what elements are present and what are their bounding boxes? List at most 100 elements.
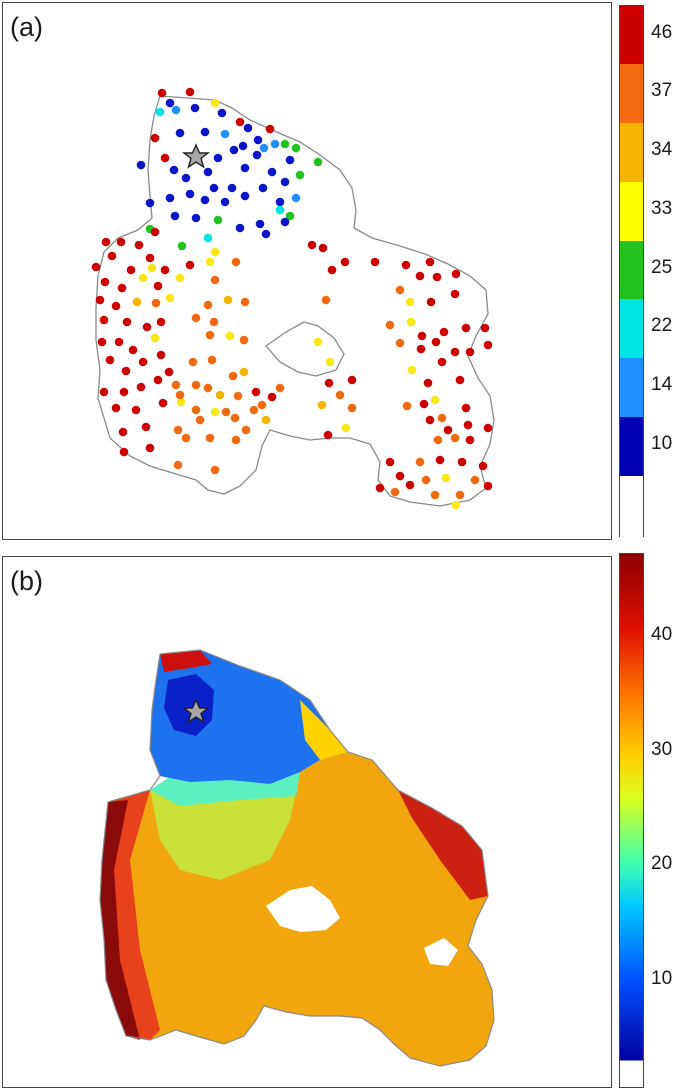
region-outline-a <box>95 95 495 507</box>
station-point-39 <box>145 198 155 208</box>
station-point-177 <box>431 337 441 347</box>
station-point-21 <box>270 139 280 149</box>
station-point-179 <box>465 347 475 357</box>
station-point-77 <box>132 297 142 307</box>
cbar-a-tick-10: 10 <box>651 433 673 454</box>
station-point-40 <box>165 193 175 203</box>
station-point-116 <box>225 331 235 341</box>
panel-b-map-frame <box>2 556 612 1088</box>
station-point-42 <box>220 197 230 207</box>
cbar-a-seg-22 <box>620 299 643 358</box>
station-point-128 <box>251 387 261 397</box>
station-point-197 <box>435 455 445 465</box>
station-point-73 <box>138 273 148 283</box>
station-point-63 <box>101 237 111 247</box>
station-point-49 <box>191 213 201 223</box>
station-point-193 <box>433 435 443 445</box>
station-point-170 <box>417 331 427 341</box>
station-point-64 <box>116 237 126 247</box>
station-point-166 <box>426 297 436 307</box>
station-point-91 <box>138 357 148 367</box>
cbar-b-tick-30: 30 <box>651 739 673 760</box>
station-point-169 <box>406 317 416 327</box>
station-point-83 <box>156 317 166 327</box>
station-point-59 <box>210 247 220 257</box>
cbar-a-tick-37: 37 <box>651 80 673 101</box>
station-point-74 <box>153 281 163 291</box>
station-point-165 <box>451 269 461 279</box>
station-point-171 <box>439 327 449 337</box>
station-point-53 <box>280 217 290 227</box>
station-point-99 <box>131 405 141 415</box>
station-point-34 <box>280 177 290 187</box>
station-point-189 <box>425 415 435 425</box>
station-point-139 <box>231 435 241 445</box>
station-point-208 <box>483 481 493 491</box>
station-point-109 <box>231 257 241 267</box>
station-point-200 <box>385 457 395 467</box>
station-point-108 <box>205 257 215 267</box>
station-point-192 <box>483 423 493 433</box>
station-point-151 <box>313 337 323 347</box>
station-point-111 <box>203 300 213 310</box>
station-point-119 <box>188 357 198 367</box>
cbar-a-seg-34 <box>620 123 643 182</box>
station-point-0 <box>157 88 167 98</box>
station-point-85 <box>114 337 124 347</box>
station-point-13 <box>313 157 323 167</box>
cbar-a-seg-46 <box>620 6 643 64</box>
station-point-154 <box>317 400 327 410</box>
station-point-132 <box>210 407 220 417</box>
station-point-78 <box>151 298 161 308</box>
station-point-168 <box>385 320 395 330</box>
station-point-65 <box>134 240 144 250</box>
station-point-93 <box>99 387 109 397</box>
station-point-210 <box>405 480 415 490</box>
station-point-190 <box>443 425 453 435</box>
station-point-16 <box>200 127 210 137</box>
station-point-20 <box>259 143 269 153</box>
station-point-19 <box>253 135 263 145</box>
station-point-44 <box>275 197 285 207</box>
station-point-143 <box>318 243 328 253</box>
station-point-153 <box>324 378 334 388</box>
station-point-11 <box>280 139 290 149</box>
station-point-10 <box>265 124 275 134</box>
station-point-176 <box>416 344 426 354</box>
cbar-b-tick-40: 40 <box>651 624 673 645</box>
station-point-148 <box>401 260 411 270</box>
colorbar-a <box>619 5 644 538</box>
station-point-182 <box>455 375 465 385</box>
station-point-206 <box>455 490 465 500</box>
station-point-118 <box>239 335 249 345</box>
station-point-2 <box>165 98 175 108</box>
station-point-191 <box>463 420 473 430</box>
cbar-a-seg-blank <box>620 476 643 538</box>
station-point-114 <box>191 313 201 323</box>
station-point-129 <box>257 400 267 410</box>
station-point-18 <box>238 141 248 151</box>
station-point-67 <box>107 251 117 261</box>
station-point-9 <box>243 123 253 133</box>
cbar-a-seg-37 <box>620 64 643 123</box>
station-point-101 <box>176 397 186 407</box>
station-point-95 <box>136 382 146 392</box>
station-point-52 <box>261 229 271 239</box>
station-point-161 <box>395 285 405 295</box>
station-point-140 <box>241 425 251 435</box>
station-point-134 <box>230 413 240 423</box>
station-point-82 <box>142 322 152 332</box>
station-point-141 <box>173 460 183 470</box>
station-point-3 <box>190 103 200 113</box>
station-point-164 <box>432 272 442 282</box>
station-point-76 <box>111 301 121 311</box>
station-point-122 <box>239 367 249 377</box>
station-point-172 <box>461 323 471 333</box>
station-point-66 <box>91 262 101 272</box>
station-point-80 <box>99 315 109 325</box>
station-point-142 <box>210 465 220 475</box>
station-point-175 <box>395 338 405 348</box>
points-a <box>91 87 493 510</box>
station-point-61 <box>175 273 185 283</box>
